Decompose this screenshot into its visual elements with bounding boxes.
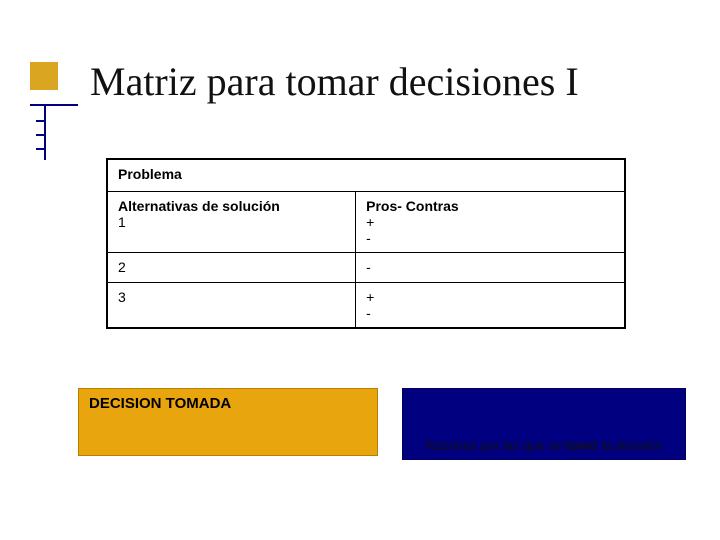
cell-problema-label: Problema [118, 166, 182, 182]
page-title: Matriz para tomar decisiones I [90, 58, 579, 105]
cell-alt3-num: 3 [118, 289, 126, 305]
accent-square-icon [30, 62, 58, 90]
cell-alt3-minus: - [366, 305, 614, 321]
table-row-problema: Problema [107, 159, 625, 191]
cell-alt1-minus: - [366, 230, 614, 246]
title-accent [30, 62, 78, 160]
accent-rule-vertical [44, 104, 46, 160]
cell-alt2-minus: - [366, 259, 371, 275]
table-row-alt3: 3 + - [107, 282, 625, 328]
cell-alt2-num: 2 [118, 259, 126, 275]
reasons-bold: tomó [566, 438, 598, 453]
accent-tick-icon [36, 148, 46, 150]
table-row-alt2: 2 - [107, 252, 625, 282]
accent-tick-icon [36, 134, 46, 136]
cell-proscontras-header: Pros- Contras [366, 198, 614, 214]
reasons-box: Razones por las que se tomó la decisión [402, 388, 686, 460]
accent-tick-icon [36, 120, 46, 122]
accent-rule-horizontal [30, 104, 78, 106]
reasons-text: Razones por las que se tomó la decisión [425, 438, 662, 453]
decision-taken-box: DECISION TOMADA [78, 388, 378, 456]
table-row-alt1: Alternativas de solución 1 Pros- Contras… [107, 191, 625, 252]
decision-matrix-table: Problema Alternativas de solución 1 Pros… [106, 158, 626, 329]
cell-alt-header: Alternativas de solución [118, 198, 345, 214]
reasons-suffix: la decisión [597, 438, 662, 453]
cell-alt1-plus: + [366, 214, 614, 230]
cell-alt1-num: 1 [118, 214, 345, 230]
reasons-prefix: Razones por las que se [425, 438, 565, 453]
decision-taken-label: DECISION TOMADA [89, 395, 231, 412]
cell-alt3-plus: + [366, 289, 614, 305]
